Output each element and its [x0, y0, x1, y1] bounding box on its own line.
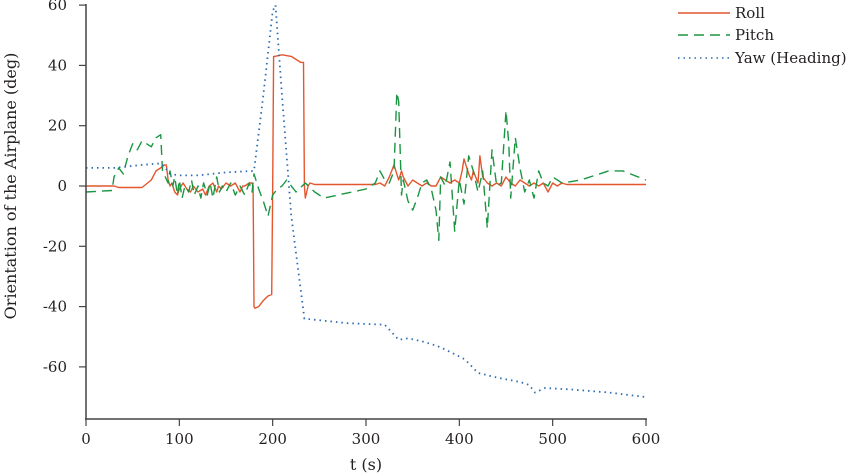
y-tick-label: -20 [43, 237, 67, 255]
x-tick-label: 0 [81, 430, 91, 448]
x-tick-label: 600 [632, 430, 661, 448]
legend-item-roll: Roll [678, 4, 765, 22]
x-tick-label: 500 [538, 430, 567, 448]
x-tick-label: 300 [352, 430, 381, 448]
series-line-pitch [85, 91, 647, 242]
y-tick-label: 0 [57, 177, 67, 195]
series-line-yaw-heading [86, 4, 647, 398]
y-tick-label: -60 [43, 358, 67, 376]
x-tick-label: 200 [258, 430, 287, 448]
y-tick-label: 20 [48, 117, 67, 135]
plot-area [85, 4, 647, 398]
y-tick-label: 60 [48, 0, 67, 14]
y-axis-title: Orientation of the Airplane (deg) [1, 53, 20, 320]
series-line-roll [86, 54, 646, 309]
legend-label: Roll [735, 4, 765, 22]
legend-item-pitch: Pitch [678, 26, 774, 44]
legend-label: Pitch [735, 26, 774, 44]
x-axis-ticks: 0 100 200 300 400 500 600 [81, 419, 660, 448]
x-tick-label: 400 [445, 430, 474, 448]
x-tick-label: 100 [165, 430, 194, 448]
y-tick-label: -40 [43, 298, 67, 316]
x-axis-title: t (s) [350, 455, 382, 474]
legend-item-yaw: Yaw (Heading) [678, 49, 847, 67]
legend: Roll Pitch Yaw (Heading) [678, 4, 847, 67]
legend-label: Yaw (Heading) [734, 49, 847, 67]
y-axis-ticks: -60 -40 -20 0 20 40 60 [43, 0, 86, 376]
y-tick-label: 40 [48, 56, 67, 74]
